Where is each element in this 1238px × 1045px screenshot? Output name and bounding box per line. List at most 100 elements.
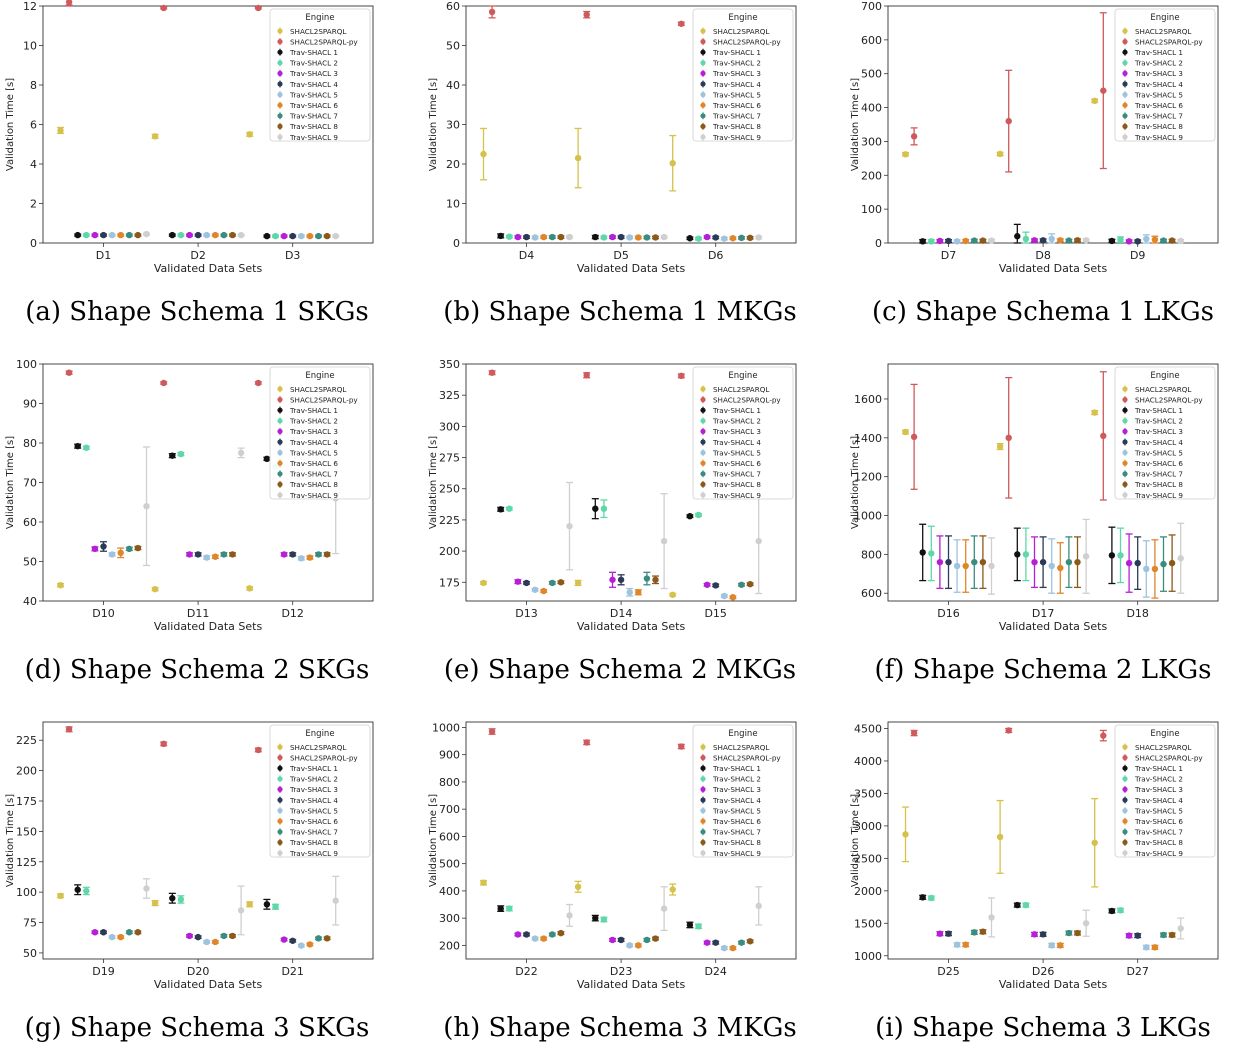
legend-entry: Trav-SHACL 8 (289, 122, 338, 131)
plot-frame (887, 721, 1219, 960)
data-point (669, 160, 676, 167)
y-tick-label: 100 (16, 358, 37, 371)
data-point (1074, 237, 1081, 244)
legend-entry: Trav-SHACL 5 (712, 806, 761, 815)
legend-marker (277, 776, 283, 782)
legend-entry: Trav-SHACL 3 (712, 785, 761, 794)
legend-entry: Trav-SHACL 6 (1134, 459, 1183, 468)
legend-entry: Trav-SHACL 5 (712, 448, 761, 457)
legend-entry: Trav-SHACL 8 (289, 480, 338, 489)
legend-marker (700, 829, 706, 835)
legend-entry: SHACL2SPARQL-py (290, 753, 358, 762)
data-point (660, 233, 668, 241)
y-tick-label: 1200 (854, 471, 882, 484)
data-point (272, 232, 279, 240)
data-point (1005, 117, 1012, 125)
data-point (996, 443, 1004, 450)
data-point (686, 921, 694, 929)
data-point (315, 551, 322, 558)
legend-marker (1122, 850, 1128, 856)
data-point (1065, 558, 1073, 566)
y-tick-label: 70 (23, 477, 37, 490)
data-point (263, 232, 271, 240)
data-point (609, 936, 616, 944)
legend-marker (700, 70, 706, 76)
legend-marker (277, 418, 283, 424)
data-point (1168, 559, 1176, 567)
legend-marker (1122, 428, 1128, 434)
data-point (583, 11, 590, 18)
y-tick-label: 50 (23, 556, 37, 569)
legend-marker (700, 39, 706, 45)
legend-marker (700, 134, 706, 140)
data-point (74, 442, 81, 450)
legend-marker (700, 418, 706, 424)
chart-panel-3: 0 100 200 300 400 500 600 700 Validation Time [s… (850, 0, 1219, 327)
subfigure-caption: (f) Shape Schema 2 LKGs (874, 655, 1211, 685)
y-tick-label: 10 (446, 198, 460, 211)
y-tick-label: 600 (439, 830, 460, 843)
legend-box (1114, 366, 1216, 500)
data-point (945, 558, 952, 566)
y-tick-label: 700 (861, 0, 882, 13)
chart-panel-4: 40 50 60 70 80 90 100 Validation Time [s] D10 D11… (5, 358, 374, 685)
y-tick-label: 8 (30, 79, 37, 92)
legend-entry: Trav-SHACL 1 (289, 764, 338, 773)
data-point (1014, 551, 1021, 558)
data-point (979, 928, 987, 935)
y-tick-label: 500 (439, 858, 460, 871)
legend-entry: Trav-SHACL 6 (1134, 817, 1183, 826)
legend-entry: Trav-SHACL 9 (712, 849, 761, 858)
legend-entry: SHACL2SPARQL (713, 385, 769, 394)
data-point (1117, 236, 1124, 243)
x-tick-label: D23 (610, 965, 632, 978)
data-point (65, 726, 73, 733)
legend-marker (277, 428, 283, 434)
legend-entry: SHACL2SPARQL (290, 27, 346, 36)
data-point (194, 551, 202, 558)
x-tick-label: D22 (515, 965, 537, 978)
y-tick-label: 600 (861, 34, 882, 47)
legend-entry: Trav-SHACL 2 (289, 59, 338, 68)
data-point (237, 231, 245, 239)
data-point (108, 551, 116, 558)
legend-marker (1122, 481, 1128, 487)
data-point (143, 885, 150, 892)
legend-entry: Trav-SHACL 8 (1134, 122, 1183, 131)
y-tick-label: 900 (439, 749, 460, 762)
data-point (1091, 839, 1098, 846)
x-tick-label: D26 (1032, 965, 1054, 978)
data-point (289, 232, 296, 240)
legend-marker (277, 439, 283, 445)
legend-entry: Trav-SHACL 1 (289, 48, 338, 57)
data-point (83, 231, 90, 239)
x-tick-label: D3 (285, 249, 300, 262)
y-tick-label: 90 (23, 398, 37, 411)
data-point (91, 231, 99, 239)
legend-entry: Trav-SHACL 9 (1134, 133, 1183, 142)
data-point (1091, 97, 1098, 105)
y-tick-label: 30 (446, 119, 460, 132)
data-point (678, 20, 685, 27)
data-point (566, 233, 573, 241)
legend-entry: Trav-SHACL 7 (289, 470, 338, 479)
legend-marker (1122, 418, 1128, 424)
legend-marker (700, 60, 706, 66)
y-tick-label: 50 (446, 40, 460, 53)
data-point (574, 154, 582, 162)
legend-marker (277, 850, 283, 856)
data-point (203, 938, 210, 946)
x-axis-label: Validated Data Sets (577, 262, 686, 275)
legend-entry: SHACL2SPARQL-py (1135, 395, 1203, 404)
x-tick-label: D13 (515, 607, 537, 620)
legend-marker (700, 744, 706, 750)
legend-box (692, 8, 794, 142)
chart-panel-6: 600 800 1000 1200 1400 1600 Validation Time [s… (850, 363, 1219, 685)
subfigure-caption: (a) Shape Schema 1 SKGs (25, 297, 368, 327)
y-tick-label: 175 (439, 576, 460, 589)
data-point (160, 740, 167, 748)
data-point (962, 562, 969, 570)
legend-marker (1122, 460, 1128, 466)
